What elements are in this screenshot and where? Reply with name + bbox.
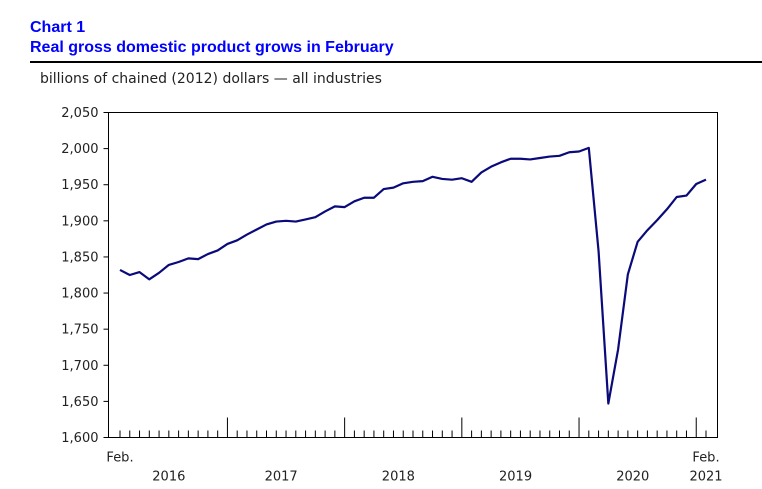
y-tick-label: 1,650 <box>61 395 98 410</box>
title-block: Chart 1 Real gross domestic product grow… <box>30 18 394 58</box>
chart-number: Chart 1 <box>30 19 86 36</box>
y-tick-label: 1,750 <box>61 323 98 338</box>
x-year-label: 2019 <box>499 470 532 485</box>
x-end-month-label: Feb. <box>692 451 719 466</box>
y-tick-label: 1,950 <box>61 178 98 193</box>
y-tick-label: 2,000 <box>61 142 98 157</box>
y-tick-label: 1,600 <box>61 431 98 446</box>
x-year-label: 2017 <box>265 470 298 485</box>
gdp-series-line <box>119 146 707 405</box>
x-start-month-label: Feb. <box>106 451 133 466</box>
units-label: billions of chained (2012) dollars — all… <box>40 71 382 87</box>
y-tick-label: 1,700 <box>61 359 98 374</box>
x-year-label: 2018 <box>382 470 415 485</box>
y-tick-label: 2,050 <box>61 106 98 121</box>
y-tick-label: 1,850 <box>61 250 98 265</box>
y-tick-label: 1,900 <box>61 214 98 229</box>
x-end-year-label: 2021 <box>689 470 722 485</box>
x-year-label: 2020 <box>616 470 649 485</box>
plot-area-frame <box>108 112 718 438</box>
title-rule <box>30 61 762 63</box>
chart-title: Real gross domestic product grows in Feb… <box>30 39 394 56</box>
x-year-label: 2016 <box>152 470 185 485</box>
y-tick-label: 1,800 <box>61 287 98 302</box>
